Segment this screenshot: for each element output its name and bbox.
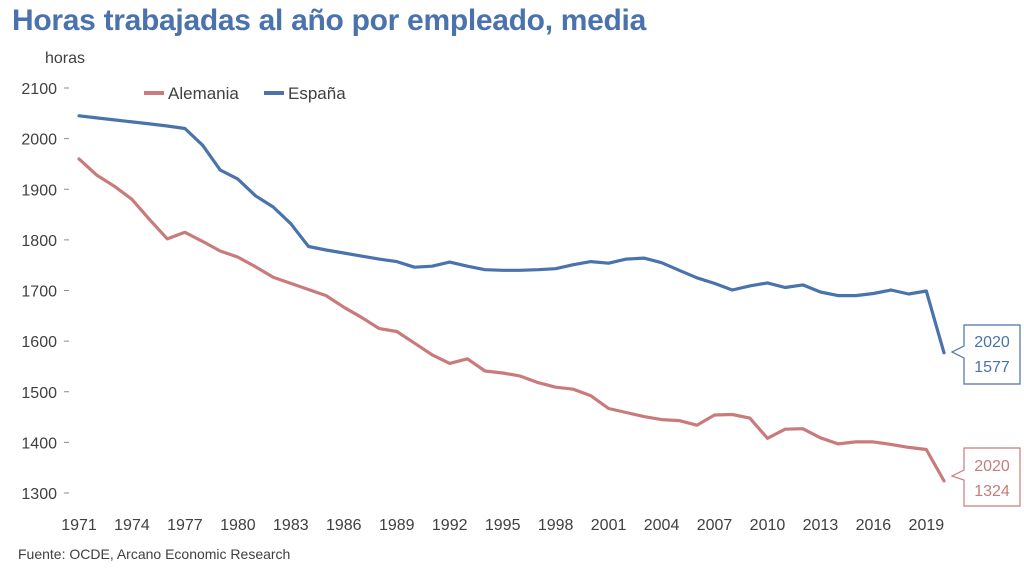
y-tick-label: 2000 — [21, 132, 57, 149]
x-tick-label: 2019 — [909, 517, 945, 534]
callout-year-espana: 2020 — [974, 334, 1010, 351]
y-tick-label: 1400 — [21, 435, 57, 452]
chart-title: Horas trabajadas al año por empleado, me… — [12, 4, 646, 37]
x-tick-label: 2001 — [591, 517, 627, 534]
callout-espana: 2020 1577 — [950, 324, 1021, 385]
y-tick-label: 1800 — [21, 233, 57, 250]
x-tick-label: 1992 — [432, 517, 468, 534]
x-tick-label: 1998 — [538, 517, 574, 534]
x-tick-label: 2007 — [697, 517, 733, 534]
y-tick-label: 1500 — [21, 385, 57, 402]
series-line-espana — [77, 114, 946, 355]
x-tick-label: 1995 — [485, 517, 521, 534]
source-note: Fuente: OCDE, Arcano Economic Research — [18, 546, 291, 562]
x-tick-label: 1983 — [273, 517, 309, 534]
x-tick-label: 1989 — [379, 517, 415, 534]
legend-label-alemania: Alemania — [168, 84, 239, 103]
x-tick-label: 2016 — [856, 517, 892, 534]
x-tick-label: 1971 — [61, 517, 97, 534]
callout-value-alemania: 1324 — [974, 483, 1010, 500]
x-tick-label: 2010 — [750, 517, 786, 534]
x-axis: 1971 1974 1977 1980 1983 1986 1989 1992 1995 1998… — [61, 517, 944, 534]
series-lines — [77, 114, 946, 483]
callout-box-alemania — [950, 447, 1021, 507]
y-tick-label: 2100 — [21, 81, 57, 98]
callout-alemania: 2020 1324 — [950, 447, 1021, 507]
callout-value-espana: 1577 — [974, 359, 1010, 376]
x-tick-label: 2013 — [803, 517, 839, 534]
x-tick-label: 1986 — [326, 517, 362, 534]
y-tick-label: 1600 — [21, 334, 57, 351]
x-tick-label: 1977 — [167, 517, 203, 534]
legend: Alemania España — [136, 73, 426, 113]
y-axis-unit-label: horas — [45, 50, 85, 67]
callout-box-espana — [950, 324, 1021, 385]
series-line-alemania — [77, 157, 946, 483]
legend-label-espana: España — [288, 84, 346, 103]
y-tick-label: 1900 — [21, 182, 57, 199]
x-tick-label: 2004 — [644, 517, 680, 534]
x-tick-label: 1980 — [220, 517, 256, 534]
callouts: 2020 1577 2020 1324 — [950, 324, 1021, 507]
y-tick-label: 1300 — [21, 486, 57, 503]
y-tick-label: 1700 — [21, 284, 57, 301]
x-tick-label: 1974 — [114, 517, 150, 534]
y-axis: 1300 1400 1500 1600 1700 1800 1900 2000 2100 — [21, 81, 69, 503]
callout-year-alemania: 2020 — [974, 458, 1010, 475]
